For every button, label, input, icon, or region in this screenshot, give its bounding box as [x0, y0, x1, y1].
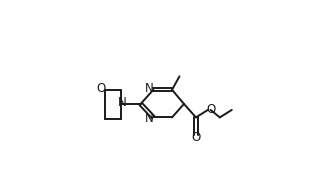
- Text: O: O: [206, 103, 216, 116]
- Text: N: N: [145, 112, 153, 125]
- Text: O: O: [97, 82, 106, 95]
- Text: O: O: [191, 131, 201, 144]
- Text: N: N: [118, 96, 127, 109]
- Text: N: N: [145, 82, 153, 95]
